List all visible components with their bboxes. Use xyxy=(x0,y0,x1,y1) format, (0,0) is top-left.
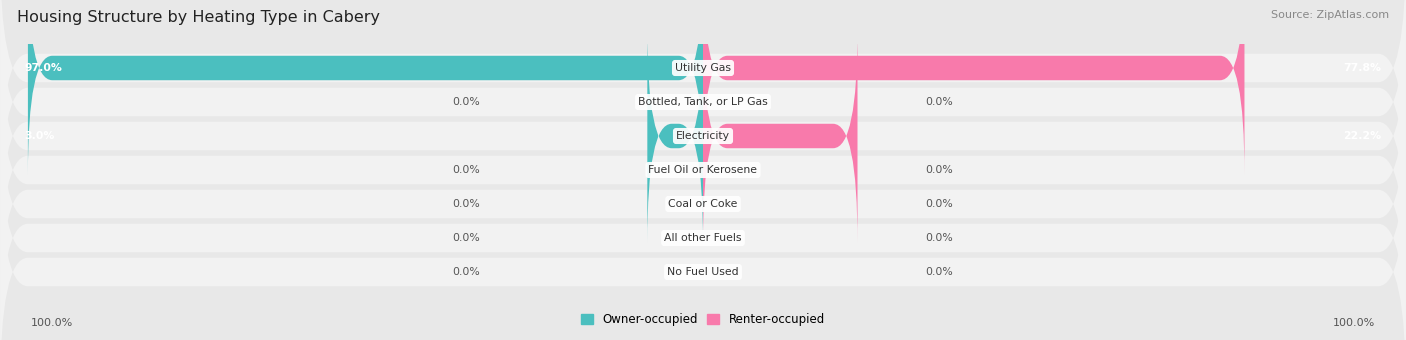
FancyBboxPatch shape xyxy=(647,29,703,243)
Text: 22.2%: 22.2% xyxy=(1344,131,1382,141)
Text: 0.0%: 0.0% xyxy=(453,165,481,175)
Text: Housing Structure by Heating Type in Cabery: Housing Structure by Heating Type in Cab… xyxy=(17,10,380,25)
FancyBboxPatch shape xyxy=(0,150,1406,340)
Text: 0.0%: 0.0% xyxy=(925,199,953,209)
FancyBboxPatch shape xyxy=(0,116,1406,340)
Text: 0.0%: 0.0% xyxy=(453,97,481,107)
FancyBboxPatch shape xyxy=(703,29,858,243)
FancyBboxPatch shape xyxy=(703,0,1244,175)
Text: 100.0%: 100.0% xyxy=(1333,318,1375,328)
FancyBboxPatch shape xyxy=(0,14,1406,258)
Text: Bottled, Tank, or LP Gas: Bottled, Tank, or LP Gas xyxy=(638,97,768,107)
Text: 0.0%: 0.0% xyxy=(453,199,481,209)
Text: No Fuel Used: No Fuel Used xyxy=(668,267,738,277)
Text: Electricity: Electricity xyxy=(676,131,730,141)
FancyBboxPatch shape xyxy=(0,0,1406,190)
Text: 0.0%: 0.0% xyxy=(925,233,953,243)
Text: 0.0%: 0.0% xyxy=(453,233,481,243)
Text: 100.0%: 100.0% xyxy=(31,318,73,328)
FancyBboxPatch shape xyxy=(0,82,1406,326)
Text: 0.0%: 0.0% xyxy=(925,165,953,175)
Text: 0.0%: 0.0% xyxy=(453,267,481,277)
Text: 0.0%: 0.0% xyxy=(925,97,953,107)
Text: 77.8%: 77.8% xyxy=(1344,63,1382,73)
Text: All other Fuels: All other Fuels xyxy=(664,233,742,243)
Text: 0.0%: 0.0% xyxy=(925,267,953,277)
Text: Fuel Oil or Kerosene: Fuel Oil or Kerosene xyxy=(648,165,758,175)
Text: 3.0%: 3.0% xyxy=(24,131,55,141)
Legend: Owner-occupied, Renter-occupied: Owner-occupied, Renter-occupied xyxy=(576,308,830,331)
Text: Utility Gas: Utility Gas xyxy=(675,63,731,73)
FancyBboxPatch shape xyxy=(28,0,703,175)
Text: Source: ZipAtlas.com: Source: ZipAtlas.com xyxy=(1271,10,1389,20)
FancyBboxPatch shape xyxy=(0,0,1406,224)
Text: Coal or Coke: Coal or Coke xyxy=(668,199,738,209)
FancyBboxPatch shape xyxy=(0,48,1406,292)
Text: 97.0%: 97.0% xyxy=(24,63,62,73)
